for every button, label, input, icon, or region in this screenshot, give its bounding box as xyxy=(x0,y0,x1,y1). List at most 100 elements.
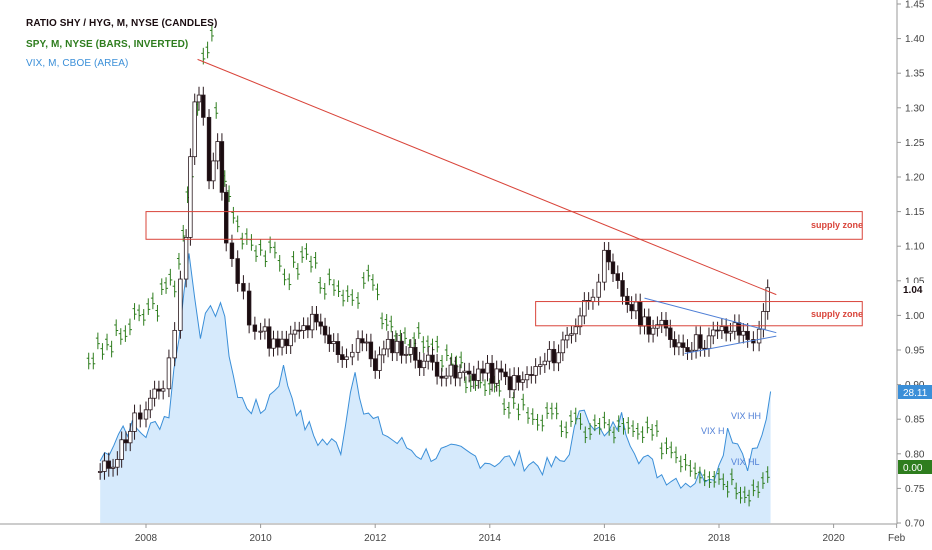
ratio-candle xyxy=(350,351,355,358)
ratio-candle xyxy=(188,156,193,238)
ratio-candle xyxy=(297,329,302,332)
ratio-price-badge-text: 1.04 xyxy=(903,285,923,296)
y-tick-label: 1.40 xyxy=(905,34,925,45)
ratio-candle xyxy=(288,333,293,347)
supply-zone-lower-label: supply zone xyxy=(811,309,863,319)
ratio-candle xyxy=(252,324,258,332)
ratio-candle xyxy=(403,353,409,356)
ratio-candle xyxy=(322,325,328,336)
ratio-candle xyxy=(377,354,382,371)
x-tick-label: Feb xyxy=(888,533,906,544)
ratio-candle xyxy=(128,431,133,444)
ratio-candle xyxy=(102,460,107,472)
legend-vix: VIX, M, CBOE (AREA) xyxy=(26,58,129,69)
ratio-candles-series xyxy=(97,86,770,480)
ratio-candle xyxy=(761,311,766,330)
ratio-candle xyxy=(659,319,664,326)
ratio-candle xyxy=(106,460,111,469)
ratio-candle xyxy=(331,341,336,345)
legend-ratio: RATIO SHY / HYG, M, NYSE (CANDLES) xyxy=(26,18,218,29)
ratio-candle xyxy=(485,362,490,374)
x-tick-label: 2014 xyxy=(479,533,502,544)
x-tick-label: 2010 xyxy=(249,533,272,544)
ratio-candle xyxy=(685,347,690,353)
ratio-candle xyxy=(426,354,431,362)
ratio-candle xyxy=(489,362,495,384)
vix-price-badge-text: 28.11 xyxy=(903,388,928,399)
ratio-candle xyxy=(434,361,440,377)
y-tick-label: 1.20 xyxy=(905,173,925,184)
ratio-candle xyxy=(229,242,235,260)
ratio-candle xyxy=(110,466,116,469)
ratio-candle xyxy=(143,409,149,420)
spy-price-badge: 0.00 xyxy=(898,460,932,474)
ratio-candle xyxy=(457,372,463,379)
ratio-candle xyxy=(284,338,289,347)
ratio-candle xyxy=(421,360,427,369)
ratio-candle xyxy=(183,237,189,280)
ratio-candle xyxy=(564,334,570,341)
y-tick-label: 1.35 xyxy=(905,69,925,80)
ratio-candle xyxy=(706,335,712,349)
ratio-candle xyxy=(235,258,240,284)
ratio-candle xyxy=(524,374,530,381)
y-tick-label: 1.10 xyxy=(905,242,925,253)
ratio-candle xyxy=(241,283,246,292)
ratio-candle xyxy=(462,370,467,373)
ratio-candle xyxy=(606,249,611,263)
ratio-candle xyxy=(172,329,177,359)
y-tick-label: 0.85 xyxy=(905,415,925,426)
y-axis-ticks[interactable]: 1.45 1.40 1.35 1.30 1.25 1.20 1.15 1.10 1.05 1.00… xyxy=(897,0,925,530)
ratio-candle xyxy=(642,316,647,327)
ratio-candle xyxy=(327,334,332,345)
vix-hh-label: VIX HH xyxy=(731,411,761,421)
vix-hl-label: VIX HL xyxy=(731,457,760,467)
x-axis-ticks[interactable]: 2008 2010 2012 2014 2016 2018 2020 Feb xyxy=(135,524,906,544)
x-tick-label: 2012 xyxy=(364,533,387,544)
ratio-candle xyxy=(551,348,557,364)
ratio-candle xyxy=(476,368,481,381)
vix-area-series xyxy=(99,253,772,523)
y-tick-label: 1.25 xyxy=(905,138,925,149)
ratio-candle xyxy=(602,249,607,283)
y-tick-label: 1.30 xyxy=(905,103,925,114)
ratio-candle xyxy=(698,334,703,349)
ratio-candle xyxy=(638,301,643,327)
ratio-candle xyxy=(547,348,552,362)
ratio-candle xyxy=(372,358,378,371)
triangle-top-line xyxy=(644,297,777,334)
ratio-candle xyxy=(305,325,311,331)
ratio-candle xyxy=(160,388,166,392)
supply-zone-upper-label: supply zone xyxy=(811,220,863,230)
y-tick-label: 0.70 xyxy=(905,519,925,530)
ratio-candle xyxy=(258,330,263,333)
ratio-candle xyxy=(166,357,172,390)
drawing-overlays xyxy=(145,58,863,354)
ratio-candle xyxy=(680,342,686,348)
ratio-candle xyxy=(655,324,660,329)
ratio-candle xyxy=(650,327,656,335)
ratio-candle xyxy=(390,338,395,354)
ratio-candle xyxy=(494,368,499,384)
ratio-candle xyxy=(192,101,197,158)
ratio-candle xyxy=(610,261,616,275)
ratio-candle xyxy=(439,375,444,379)
x-tick-label: 2008 xyxy=(135,533,158,544)
ratio-candle xyxy=(119,439,124,460)
ratio-candle xyxy=(499,368,504,373)
ratio-candle xyxy=(577,315,583,328)
ratio-candle xyxy=(620,280,625,297)
ratio-candle xyxy=(385,338,391,350)
ratio-candle xyxy=(663,319,669,329)
ratio-candle xyxy=(629,304,634,312)
ratio-candle xyxy=(719,326,725,332)
ratio-candle xyxy=(676,342,682,348)
ratio-candle xyxy=(596,281,601,298)
y-tick-label: 0.95 xyxy=(905,346,925,357)
ratio-candle xyxy=(542,360,548,366)
ratio-candle xyxy=(381,348,386,356)
ratio-candle xyxy=(723,326,729,334)
ratio-candle xyxy=(529,374,534,376)
ratio-candle xyxy=(399,340,404,356)
ratio-candle xyxy=(196,94,202,103)
